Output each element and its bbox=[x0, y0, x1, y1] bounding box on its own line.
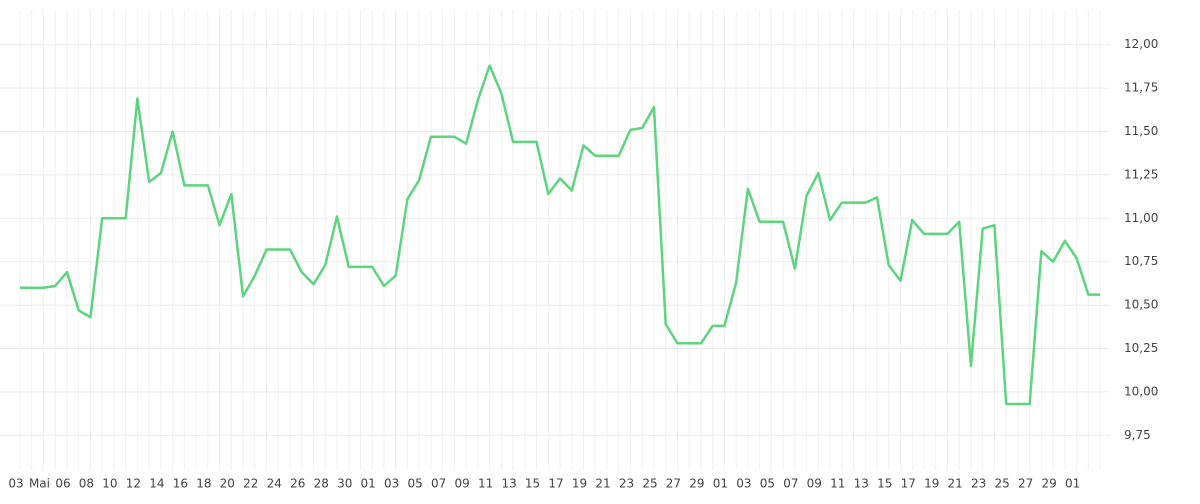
x-tick-label: 29 bbox=[1041, 477, 1056, 491]
x-tick-label: 13 bbox=[501, 477, 516, 491]
x-tick-label: 24 bbox=[267, 477, 282, 491]
x-tick-label: 09 bbox=[454, 477, 469, 491]
x-tick-label: 23 bbox=[619, 477, 634, 491]
x-tick-label: 22 bbox=[243, 477, 258, 491]
x-tick-label: 20 bbox=[220, 477, 235, 491]
x-tick-label: 13 bbox=[854, 477, 869, 491]
x-tick-label: 01 bbox=[1065, 477, 1080, 491]
x-tick-label: Mai bbox=[29, 477, 50, 491]
x-tick-label: 14 bbox=[149, 477, 164, 491]
x-tick-label: 11 bbox=[830, 477, 845, 491]
x-tick-label: 05 bbox=[760, 477, 775, 491]
x-tick-label: 19 bbox=[572, 477, 587, 491]
x-tick-label: 03 bbox=[8, 477, 23, 491]
x-tick-label: 07 bbox=[431, 477, 446, 491]
price-line bbox=[20, 64, 1101, 406]
x-tick-label: 19 bbox=[924, 477, 939, 491]
x-tick-label: 15 bbox=[525, 477, 540, 491]
x-tick-label: 03 bbox=[384, 477, 399, 491]
x-tick-label: 26 bbox=[290, 477, 305, 491]
x-tick-label: 25 bbox=[995, 477, 1010, 491]
y-tick-label: 11,00 bbox=[1124, 211, 1158, 225]
x-tick-label: 06 bbox=[55, 477, 70, 491]
x-tick-label: 28 bbox=[314, 477, 329, 491]
y-tick-label: 10,25 bbox=[1124, 341, 1158, 355]
x-tick-label: 08 bbox=[79, 477, 94, 491]
x-tick-label: 27 bbox=[666, 477, 681, 491]
x-tick-label: 23 bbox=[971, 477, 986, 491]
x-tick-label: 17 bbox=[901, 477, 916, 491]
x-tick-label: 21 bbox=[948, 477, 963, 491]
x-tick-label: 25 bbox=[642, 477, 657, 491]
x-tick-label: 16 bbox=[173, 477, 188, 491]
y-tick-label: 11,25 bbox=[1124, 167, 1158, 181]
y-tick-label: 10,50 bbox=[1124, 298, 1158, 312]
x-tick-label: 03 bbox=[736, 477, 751, 491]
y-tick-label: 11,50 bbox=[1124, 124, 1158, 138]
x-tick-label: 18 bbox=[196, 477, 211, 491]
x-tick-label: 27 bbox=[1018, 477, 1033, 491]
x-tick-label: 29 bbox=[689, 477, 704, 491]
x-tick-label: 15 bbox=[877, 477, 892, 491]
x-tick-label: 01 bbox=[713, 477, 728, 491]
x-tick-label: 10 bbox=[102, 477, 117, 491]
y-tick-label: 12,00 bbox=[1124, 37, 1158, 51]
y-tick-label: 10,00 bbox=[1124, 384, 1158, 398]
y-tick-label: 10,75 bbox=[1124, 254, 1158, 268]
x-tick-label: 21 bbox=[595, 477, 610, 491]
x-tick-label: 30 bbox=[337, 477, 352, 491]
x-tick-label: 07 bbox=[783, 477, 798, 491]
y-tick-label: 9,75 bbox=[1124, 428, 1151, 442]
x-tick-label: 09 bbox=[807, 477, 822, 491]
x-tick-label: 17 bbox=[548, 477, 563, 491]
y-tick-label: 11,75 bbox=[1124, 81, 1158, 95]
x-tick-label: 11 bbox=[478, 477, 493, 491]
x-tick-label: 05 bbox=[408, 477, 423, 491]
x-tick-label: 01 bbox=[361, 477, 376, 491]
x-tick-label: 12 bbox=[126, 477, 141, 491]
